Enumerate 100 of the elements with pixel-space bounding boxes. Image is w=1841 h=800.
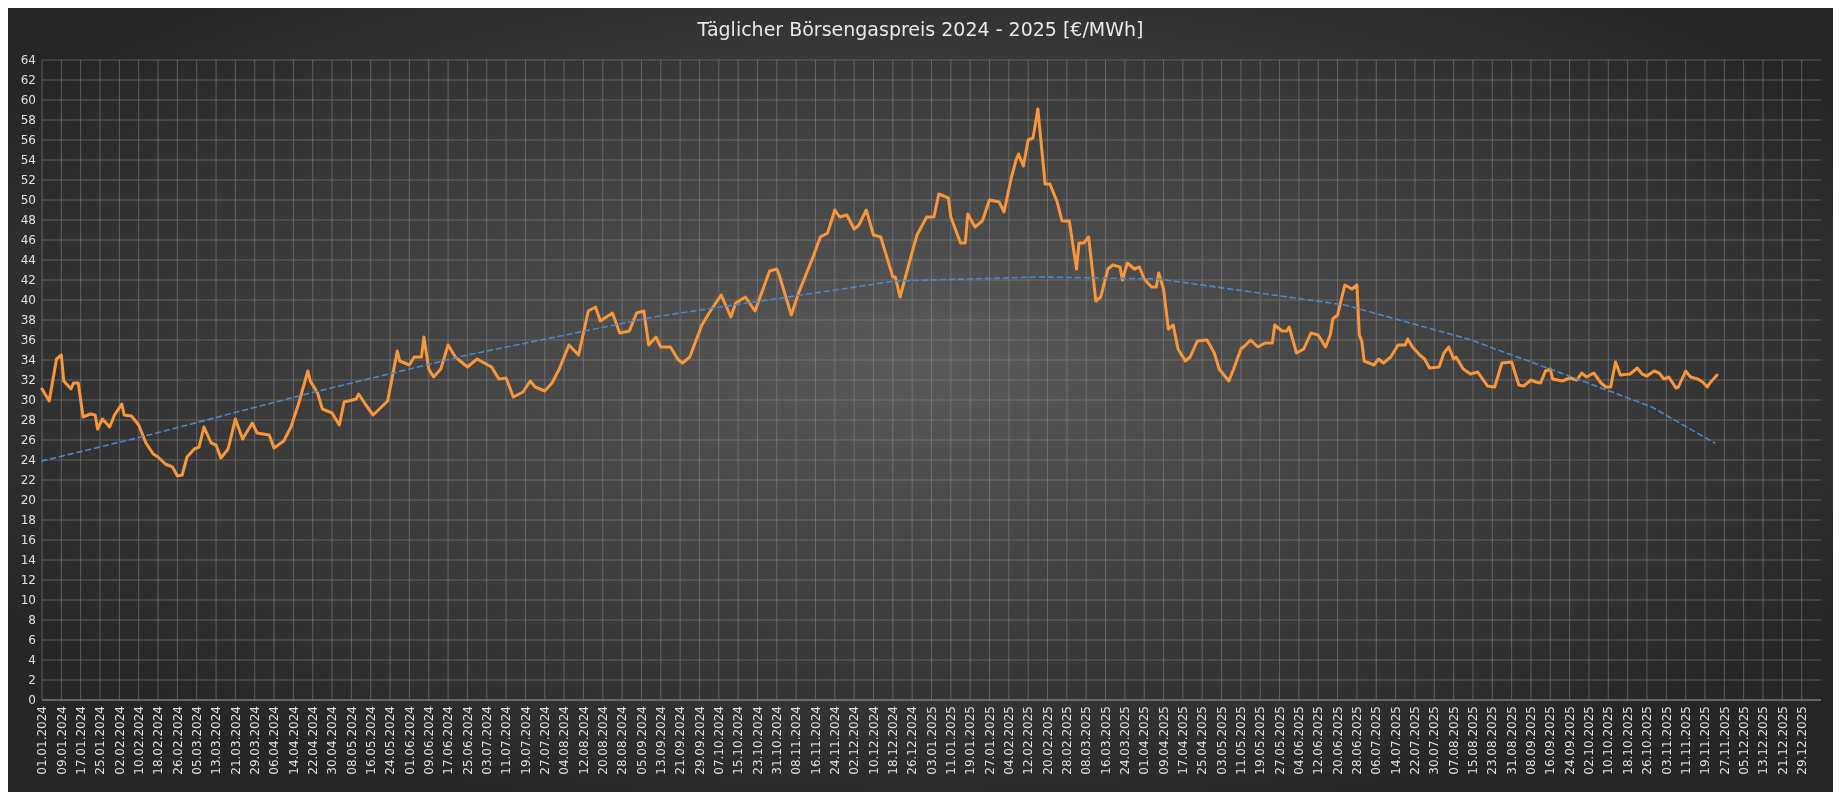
x-tick-label: 29.12.2025 xyxy=(1794,706,1809,775)
x-tick-label: 19.07.2024 xyxy=(518,706,533,775)
x-tick-label: 30.04.2024 xyxy=(325,706,340,775)
x-tick-label: 24.09.2025 xyxy=(1562,706,1577,775)
y-tick-label: 56 xyxy=(20,133,36,148)
x-tick-label: 28.06.2025 xyxy=(1350,706,1365,775)
y-tick-label: 18 xyxy=(20,513,36,528)
y-tick-label: 22 xyxy=(20,473,36,488)
x-tick-label: 26.12.2024 xyxy=(905,706,920,775)
x-tick-label: 12.06.2025 xyxy=(1311,706,1326,775)
x-tick-label: 02.02.2024 xyxy=(112,706,127,775)
x-tick-label: 18.02.2024 xyxy=(151,706,166,775)
y-tick-label: 54 xyxy=(20,153,36,168)
x-tick-label: 27.01.2025 xyxy=(982,706,997,775)
y-tick-label: 64 xyxy=(20,53,36,68)
x-tick-label: 27.07.2024 xyxy=(537,706,552,775)
x-tick-label: 31.10.2024 xyxy=(770,706,784,775)
x-tick-label: 21.03.2024 xyxy=(228,706,243,775)
x-tick-label: 14.04.2024 xyxy=(286,706,301,775)
x-tick-label: 27.11.2025 xyxy=(1717,706,1732,775)
x-tick-label: 24.11.2024 xyxy=(828,706,843,775)
y-tick-label: 12 xyxy=(20,573,36,588)
x-tick-label: 19.05.2025 xyxy=(1253,706,1268,775)
x-tick-label: 07.08.2025 xyxy=(1446,706,1461,775)
y-tick-label: 24 xyxy=(20,453,36,468)
x-tick-label: 13.12.2025 xyxy=(1756,706,1771,775)
x-tick-label: 23.10.2024 xyxy=(750,706,765,775)
x-tick-label: 10.02.2024 xyxy=(131,706,146,775)
x-tick-label: 09.01.2024 xyxy=(54,706,69,775)
x-tick-label: 28.02.2025 xyxy=(1060,706,1075,775)
x-tick-label: 06.04.2024 xyxy=(267,706,282,775)
x-tick-label: 18.12.2024 xyxy=(886,706,901,775)
x-tick-label: 08.09.2025 xyxy=(1524,706,1539,775)
y-tick-label: 38 xyxy=(20,313,36,328)
y-tick-label: 46 xyxy=(20,233,36,248)
x-tick-label: 10.12.2024 xyxy=(866,706,881,775)
x-tick-label: 24.05.2024 xyxy=(383,706,398,775)
x-tick-label: 06.07.2025 xyxy=(1369,706,1384,775)
x-tick-label: 29.09.2024 xyxy=(692,706,707,775)
x-tick-label: 20.06.2025 xyxy=(1330,706,1345,775)
x-tick-label: 03.05.2025 xyxy=(1214,706,1229,775)
x-tick-label: 14.07.2025 xyxy=(1388,706,1403,775)
x-tick-label: 16.09.2025 xyxy=(1543,706,1558,775)
line-series xyxy=(40,107,1719,478)
x-tick-label: 16.11.2024 xyxy=(808,706,823,775)
x-tick-label: 27.05.2025 xyxy=(1272,706,1287,775)
x-tick-label: 01.01.2024 xyxy=(35,706,50,775)
x-tick-label: 18.10.2025 xyxy=(1620,706,1635,775)
y-tick-label: 60 xyxy=(20,93,36,108)
x-tick-label: 31.08.2025 xyxy=(1504,706,1519,775)
y-tick-label: 42 xyxy=(20,273,36,288)
y-tick-label: 36 xyxy=(20,333,36,348)
x-tick-label: 13.03.2024 xyxy=(209,706,224,775)
y-tick-label: 32 xyxy=(20,373,36,388)
y-tick-label: 8 xyxy=(28,613,36,628)
x-tick-label: 11.07.2024 xyxy=(499,706,514,775)
x-tick-label: 19.01.2025 xyxy=(963,706,978,775)
x-tick-label: 03.01.2025 xyxy=(924,706,939,775)
y-tick-label: 14 xyxy=(20,553,36,568)
x-tick-label: 04.08.2024 xyxy=(557,706,572,775)
x-tick-label: 12.02.2025 xyxy=(1021,706,1036,775)
x-tick-label: 23.08.2025 xyxy=(1485,706,1500,775)
x-tick-label: 05.03.2024 xyxy=(189,706,204,775)
y-tick-label: 10 xyxy=(20,593,36,608)
x-tick-label: 22.07.2025 xyxy=(1408,706,1423,775)
x-tick-label: 09.06.2024 xyxy=(421,706,436,775)
y-tick-label: 16 xyxy=(20,533,36,548)
x-tick-label: 02.10.2025 xyxy=(1582,706,1597,775)
x-tick-label: 30.07.2025 xyxy=(1427,706,1442,775)
x-tick-label: 16.05.2024 xyxy=(363,706,378,775)
x-tick-label: 21.09.2024 xyxy=(673,706,688,775)
y-tick-label: 62 xyxy=(20,73,36,88)
y-tick-label: 6 xyxy=(28,633,36,648)
x-tick-label: 13.09.2024 xyxy=(653,706,668,775)
x-tick-label: 03.11.2025 xyxy=(1659,706,1674,775)
y-tick-label: 44 xyxy=(20,253,36,268)
y-tick-label: 2 xyxy=(28,673,36,688)
x-tick-label: 01.06.2024 xyxy=(402,706,417,775)
y-tick-label: 4 xyxy=(28,653,36,668)
y-tick-label: 0 xyxy=(28,693,36,708)
x-tick-label: 20.08.2024 xyxy=(595,706,610,775)
x-tick-label: 04.02.2025 xyxy=(1002,706,1017,775)
y-tick-label: 28 xyxy=(20,413,36,428)
x-tick-label: 11.11.2025 xyxy=(1678,706,1693,775)
x-tick-label: 12.08.2024 xyxy=(576,706,591,775)
x-tick-label: 08.05.2024 xyxy=(344,706,359,775)
x-tick-label: 04.06.2025 xyxy=(1292,706,1307,775)
x-tick-label: 19.11.2025 xyxy=(1698,706,1713,775)
x-tick-label: 15.10.2024 xyxy=(731,706,746,775)
x-tick-label: 17.04.2025 xyxy=(1176,706,1191,775)
y-tick-label: 50 xyxy=(20,193,36,208)
x-tick-label: 05.09.2024 xyxy=(634,706,649,775)
x-tick-label: 05.12.2025 xyxy=(1736,706,1751,775)
x-tick-label: 26.10.2025 xyxy=(1640,706,1655,775)
x-tick-label: 17.01.2024 xyxy=(73,706,88,775)
x-tick-label: 01.04.2025 xyxy=(1137,706,1152,775)
chart-title: Täglicher Börsengaspreis 2024 - 2025 [€/MWh] xyxy=(696,18,1144,40)
x-tick-label: 11.01.2025 xyxy=(944,706,959,775)
x-tick-label: 29.03.2024 xyxy=(247,706,262,775)
y-tick-label: 48 xyxy=(20,213,36,228)
